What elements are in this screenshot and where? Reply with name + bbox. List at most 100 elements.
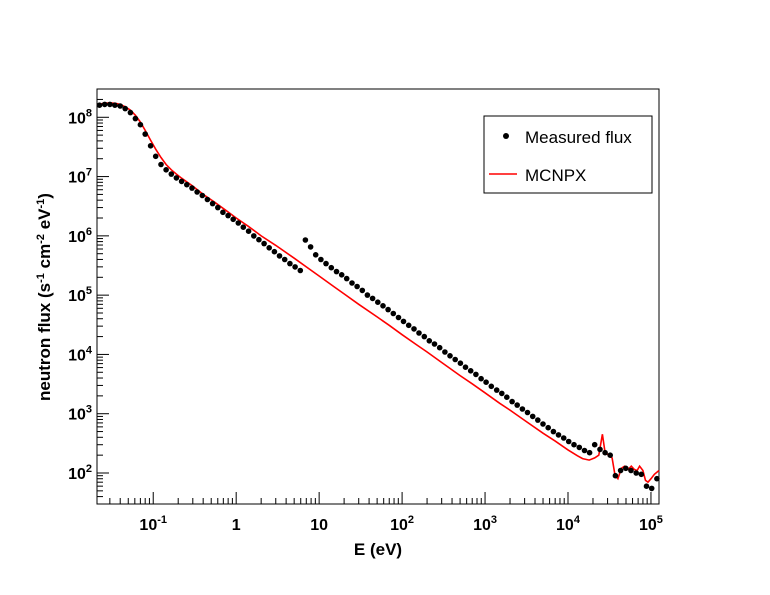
legend: Measured flux MCNPX [483,115,653,194]
measured-flux-point [545,424,551,431]
mcnpx-series [96,102,660,484]
measured-flux-point [514,402,520,408]
measured-flux-point [504,394,510,401]
y-axis-title: neutron flux (s-1 cm-2 eV-1) [35,193,54,401]
measured-flux-point [581,447,588,454]
measured-flux-point [101,101,108,108]
measured-flux-point [297,267,304,274]
measured-flux-point [648,485,655,492]
measured-flux-point [245,228,252,234]
measured-flux-point [147,143,154,149]
measured-flux-point [220,209,226,216]
measured-flux-point [462,364,469,371]
y-tick-label: 102 [68,463,92,483]
measured-flux-point [416,330,422,336]
measured-flux-point [638,471,645,478]
y-tick-label: 103 [68,404,92,424]
measured-flux-point [333,268,340,275]
x-tick-label: 10-1 [139,514,167,534]
measured-flux-point [152,153,159,160]
measured-flux-point [96,102,103,108]
measured-flux-point [560,435,567,441]
measured-flux-point [276,253,283,259]
measured-flux-point [343,275,350,282]
measured-flux-point [189,185,195,191]
measured-flux-point [400,318,407,325]
measured-flux-point [318,256,324,263]
measured-flux-point [452,356,459,363]
measured-flux-point [158,161,164,168]
measured-flux-point [312,252,319,258]
measured-flux-point [292,264,298,270]
x-axis-ticks [109,492,652,504]
measured-flux-point [499,390,505,397]
measured-flux-point [421,333,428,340]
y-tick-label: 104 [68,344,93,364]
y-tick-label: 107 [68,167,92,187]
measured-flux-point [571,441,577,448]
measured-flux-point [338,272,345,278]
measured-flux-point [385,306,391,313]
measured-flux-point [271,248,278,255]
measured-flux-point [117,103,123,109]
measured-flux-point [591,441,598,448]
measured-flux-point [323,260,329,267]
measured-flux-point [364,292,371,298]
x-tick-label: 1 [232,517,241,534]
measured-flux-point [369,295,376,302]
measured-flux-point [266,245,273,251]
measured-flux-point [142,131,148,137]
measured-flux-point [633,470,639,476]
measured-flux-point [375,299,381,306]
measured-flux-point [395,314,402,321]
measured-flux-point [359,287,366,294]
measured-flux-point [447,353,453,359]
measured-flux-point [643,483,650,490]
legend-box [483,115,653,194]
measured-flux-point [256,236,262,243]
measured-flux-point [215,204,221,211]
measured-flux-point [132,115,139,122]
legend-label-mcnpx: MCNPX [525,166,586,185]
measured-flux-point [436,344,443,351]
measured-flux-point [194,189,200,195]
x-tick-label: 10 [310,517,328,534]
measured-flux-point [612,472,619,479]
measured-flux-point [251,233,257,239]
x-tick-label: 104 [556,514,581,534]
y-tick-label: 106 [68,226,92,246]
measured-flux-point [184,181,190,188]
measured-flux-point [178,178,185,185]
measured-flux-point [112,102,118,108]
measured-flux-point [617,467,624,474]
measured-flux-point [529,413,536,420]
measured-flux-point [535,417,541,423]
measured-flux-point [509,398,515,405]
measured-flux-point [586,449,593,456]
x-tick-label: 102 [390,514,414,534]
measured-flux-point [457,360,464,367]
measured-flux-point [431,341,438,347]
x-axis-title: E (eV) [354,540,402,559]
measured-flux-point [426,338,433,344]
measured-flux-point [478,375,484,382]
measured-flux-point [230,216,236,223]
measured-flux-point [122,105,128,112]
measured-flux-point [483,379,489,386]
measured-flux-point [405,322,412,329]
measured-flux-point [225,212,231,219]
measured-flux-point [349,280,355,286]
measured-flux-series [96,101,660,492]
measured-flux-point [302,237,309,243]
measured-flux-point [565,438,572,445]
measured-flux-point [550,428,557,435]
plot-area-border [96,88,660,505]
legend-marker-measured-flux [503,133,509,139]
measured-flux-point [137,121,144,128]
y-axis-ticks [97,88,109,505]
measured-flux-point [576,444,583,451]
measured-flux-point [235,220,242,226]
x-axis-tick-labels: 10-1 1 10 102 103 104 105 [139,514,662,534]
measured-flux-point [623,465,629,472]
